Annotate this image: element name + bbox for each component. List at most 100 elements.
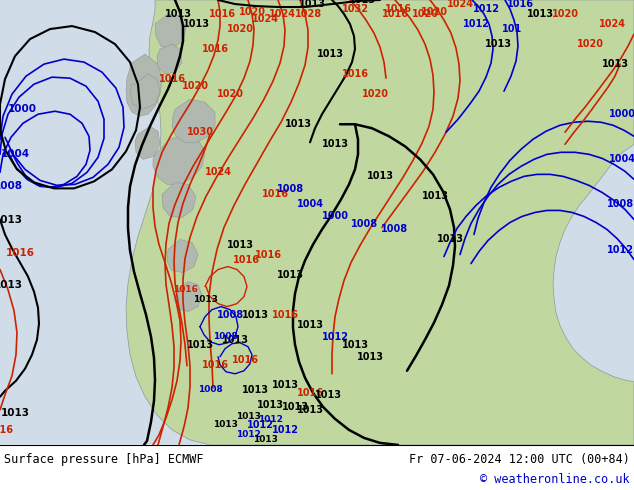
Text: 1013: 1013: [366, 172, 394, 181]
Polygon shape: [126, 0, 634, 445]
Text: 1013: 1013: [0, 280, 22, 290]
Text: 1024: 1024: [446, 0, 474, 9]
Text: 1020: 1020: [576, 39, 604, 49]
Text: 1013: 1013: [349, 0, 375, 5]
Text: © weatheronline.co.uk: © weatheronline.co.uk: [481, 473, 630, 487]
Text: 1016: 1016: [0, 425, 13, 435]
Text: 1020: 1020: [181, 81, 209, 91]
Text: 1012: 1012: [462, 19, 489, 29]
Text: 1016: 1016: [342, 69, 368, 79]
Text: 1013: 1013: [316, 49, 344, 59]
Text: 1013: 1013: [236, 413, 261, 421]
Text: 1012: 1012: [607, 245, 633, 254]
Text: 1008: 1008: [0, 181, 22, 192]
Text: 1013: 1013: [242, 385, 269, 395]
Text: 1013: 1013: [321, 139, 349, 149]
Text: 1020: 1020: [552, 9, 578, 19]
Text: 1013: 1013: [285, 119, 311, 129]
Text: 1024: 1024: [598, 19, 626, 29]
Text: 1013: 1013: [342, 340, 368, 350]
Polygon shape: [153, 134, 205, 184]
Text: 1024: 1024: [205, 168, 231, 177]
Text: 1032: 1032: [342, 4, 368, 14]
Text: 1004: 1004: [609, 154, 634, 164]
Text: 1016: 1016: [254, 249, 281, 260]
Polygon shape: [167, 240, 198, 272]
Text: 1013: 1013: [299, 0, 325, 9]
Text: 1000: 1000: [609, 109, 634, 119]
Text: 1016: 1016: [202, 360, 228, 370]
Text: 1013: 1013: [226, 240, 254, 249]
Polygon shape: [157, 44, 182, 74]
Text: 1008: 1008: [382, 224, 408, 235]
Text: 1000: 1000: [8, 104, 37, 114]
Text: 1012: 1012: [472, 4, 500, 14]
Text: 1016: 1016: [231, 355, 259, 365]
Text: 1008: 1008: [216, 310, 243, 319]
Text: 1016: 1016: [507, 0, 533, 9]
Polygon shape: [135, 126, 160, 159]
Polygon shape: [155, 14, 186, 48]
Text: 1013: 1013: [602, 59, 628, 69]
Text: 1020: 1020: [361, 89, 389, 99]
Text: 1016: 1016: [261, 190, 288, 199]
Text: 1013: 1013: [276, 270, 304, 280]
Text: 1016: 1016: [233, 254, 259, 265]
Text: 1016: 1016: [158, 74, 186, 84]
Text: 1013: 1013: [297, 319, 323, 330]
Text: 1020: 1020: [420, 7, 448, 17]
Text: 1013: 1013: [281, 402, 309, 412]
Text: Fr 07-06-2024 12:00 UTC (00+84): Fr 07-06-2024 12:00 UTC (00+84): [409, 453, 630, 466]
Text: 1012: 1012: [247, 420, 273, 430]
Text: 1016: 1016: [6, 247, 34, 258]
Text: 1012: 1012: [321, 332, 349, 342]
Text: 1016: 1016: [172, 285, 197, 294]
Text: 1020: 1020: [238, 7, 266, 17]
Text: 1020: 1020: [411, 9, 439, 19]
Text: 1013: 1013: [526, 9, 553, 19]
Text: 1016: 1016: [382, 9, 408, 19]
Text: 1008: 1008: [276, 184, 304, 195]
Text: 1028: 1028: [294, 9, 321, 19]
Text: 1016: 1016: [209, 9, 235, 19]
Text: 1013: 1013: [297, 405, 323, 415]
Text: 1012: 1012: [271, 425, 299, 435]
Text: 1013: 1013: [242, 310, 269, 319]
Text: 1013: 1013: [257, 400, 283, 410]
Text: 1013: 1013: [252, 436, 278, 444]
Text: Surface pressure [hPa] ECMWF: Surface pressure [hPa] ECMWF: [4, 453, 204, 466]
Text: 1013: 1013: [183, 19, 209, 29]
Text: 1008: 1008: [198, 385, 223, 394]
Text: 1008: 1008: [212, 332, 237, 341]
Text: 1004: 1004: [1, 149, 30, 159]
Text: 1016: 1016: [271, 310, 299, 319]
Text: 1024: 1024: [252, 14, 278, 24]
Text: 1016: 1016: [297, 388, 323, 398]
Text: 1004: 1004: [297, 199, 323, 209]
Polygon shape: [174, 282, 202, 312]
Polygon shape: [126, 54, 162, 116]
Text: 1013: 1013: [212, 420, 238, 429]
Text: 1012: 1012: [236, 430, 261, 440]
Text: 1013: 1013: [314, 390, 342, 400]
Text: 1013: 1013: [356, 352, 384, 362]
Text: 1020: 1020: [216, 89, 243, 99]
Polygon shape: [162, 182, 196, 218]
Text: 1012: 1012: [257, 416, 282, 424]
Text: 1013: 1013: [0, 216, 22, 225]
Text: 101: 101: [502, 24, 522, 34]
Text: 1013: 1013: [422, 192, 448, 201]
Text: 1008: 1008: [351, 220, 378, 229]
Text: 1013: 1013: [1, 408, 30, 418]
Text: 1000: 1000: [321, 212, 349, 221]
Text: 1016: 1016: [384, 4, 411, 14]
Text: 1024: 1024: [269, 9, 295, 19]
Text: 1030: 1030: [186, 127, 214, 137]
Text: 1013: 1013: [271, 380, 299, 390]
Text: 1020: 1020: [226, 24, 254, 34]
Text: 1013: 1013: [484, 39, 512, 49]
Text: 1016: 1016: [202, 44, 228, 54]
Text: 1013: 1013: [186, 340, 214, 350]
Polygon shape: [172, 99, 215, 142]
Polygon shape: [130, 74, 160, 109]
